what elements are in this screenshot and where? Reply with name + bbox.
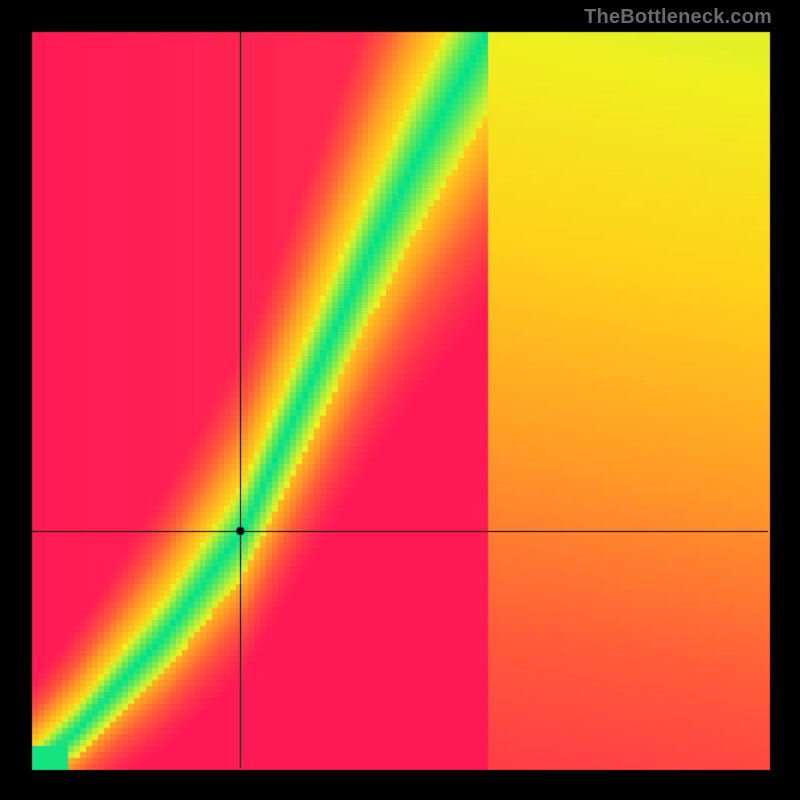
- bottleneck-heatmap: [0, 0, 800, 800]
- watermark-text: TheBottleneck.com: [584, 6, 772, 29]
- chart-container: { "watermark": { "text": "TheBottleneck.…: [0, 0, 800, 800]
